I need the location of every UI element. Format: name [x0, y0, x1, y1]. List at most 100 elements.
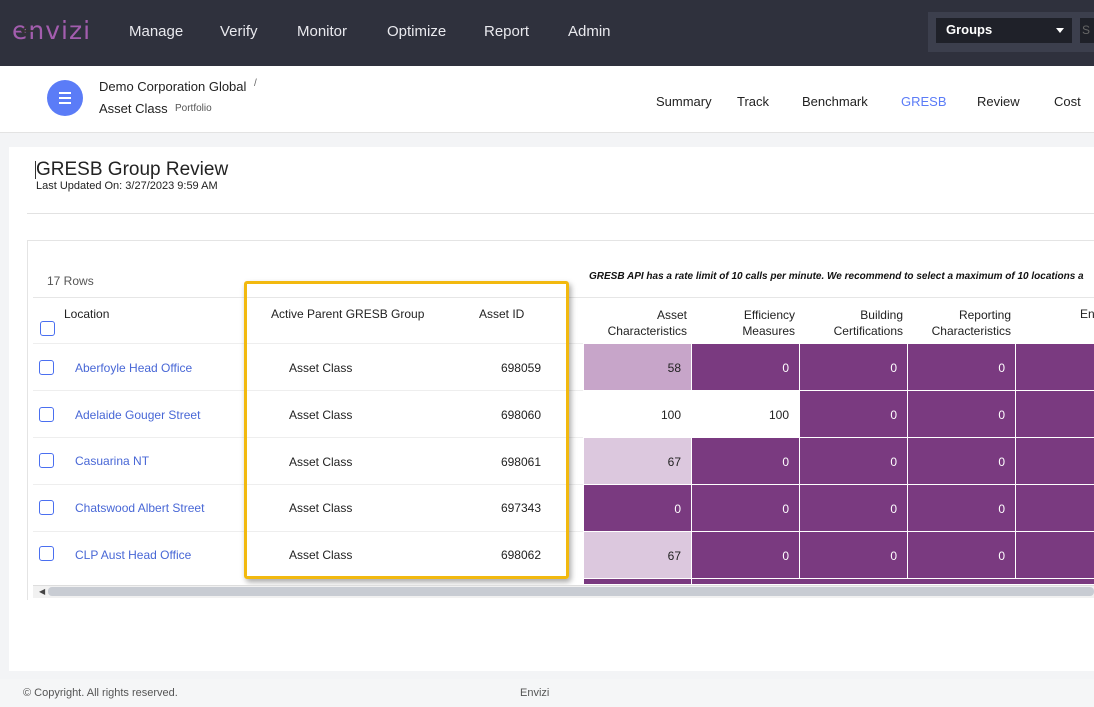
select-all-checkbox[interactable] — [40, 321, 55, 336]
footer-brand: Envizi — [520, 687, 550, 699]
building-certifications-cell: 0 — [800, 532, 907, 578]
tab-benchmark[interactable]: Benchmark — [802, 94, 868, 109]
partial-row-cell — [692, 579, 1094, 584]
scrollbar-thumb[interactable] — [48, 587, 1094, 596]
building-certifications-cell: 0 — [800, 344, 907, 390]
header-asset-id[interactable]: Asset ID — [479, 307, 525, 321]
nav-admin[interactable]: Admin — [568, 23, 611, 40]
efficiency-measures-cell: 100 — [692, 391, 799, 437]
back-arrow-icon[interactable] — [20, 23, 36, 44]
group-cell: Asset Class — [289, 455, 353, 469]
group-cell: Asset Class — [289, 501, 353, 515]
header-asset-characteristics-line2: Characteristics — [607, 324, 687, 338]
header-building-certifications-line2: Certifications — [833, 324, 903, 338]
header-reporting-characteristics-line1: Reporting — [958, 308, 1011, 322]
tab-cost[interactable]: Cost — [1054, 94, 1081, 109]
nav-report[interactable]: Report — [484, 23, 530, 40]
efficiency-measures-cell: 0 — [692, 485, 799, 531]
nav-manage[interactable]: Manage — [129, 23, 184, 40]
group-cell: Asset Class — [289, 408, 353, 422]
reporting-characteristics-cell: 0 — [908, 391, 1015, 437]
sub-header — [0, 66, 1094, 133]
breadcrumb-group[interactable]: Asset Class — [99, 101, 168, 116]
rows-count: 17 Rows — [47, 274, 94, 288]
header-active-parent-group[interactable]: Active Parent GRESB Group — [271, 307, 425, 321]
api-rate-limit-note: GRESB API has a rate limit of 10 calls p… — [589, 271, 1084, 282]
asset-characteristics-cell: 0 — [584, 485, 691, 531]
chevron-down-icon — [1056, 28, 1064, 33]
asset-id-cell: 698062 — [500, 548, 541, 562]
last-updated-text: Last Updated On: 3/27/2023 9:59 AM — [36, 180, 218, 192]
efficiency-measures-cell: 0 — [692, 344, 799, 390]
page-title: GRESB Group Review — [36, 159, 229, 180]
scroll-left-icon[interactable]: ◀ — [39, 587, 46, 596]
header-asset-characteristics-line1: Asset — [656, 308, 687, 322]
location-link[interactable]: Casuarina NT — [75, 454, 150, 468]
header-top-border — [33, 297, 1094, 298]
header-reporting-characteristics-line2: Characteristics — [931, 324, 1011, 338]
reporting-characteristics-cell: 0 — [908, 344, 1015, 390]
energy-cell — [1016, 391, 1094, 437]
row-divider — [33, 343, 583, 344]
header-efficiency-measures[interactable]: Efficiency Measures — [697, 307, 795, 339]
tab-track[interactable]: Track — [737, 94, 770, 109]
asset-id-cell: 698060 — [500, 408, 541, 422]
location-link[interactable]: Adelaide Gouger Street — [75, 408, 201, 422]
nav-optimize[interactable]: Optimize — [387, 23, 447, 40]
location-link[interactable]: Aberfoyle Head Office — [75, 361, 193, 375]
row-divider — [33, 531, 583, 532]
energy-cell — [1016, 532, 1094, 578]
asset-characteristics-cell: 58 — [584, 344, 691, 390]
asset-id-cell: 698059 — [500, 361, 541, 375]
building-certifications-cell: 0 — [800, 391, 907, 437]
row-checkbox[interactable] — [39, 453, 54, 468]
header-efficiency-measures-line2: Measures — [742, 324, 795, 338]
asset-characteristics-cell: 67 — [584, 532, 691, 578]
header-efficiency-measures-line1: Efficiency — [743, 308, 795, 322]
group-cell: Asset Class — [289, 361, 353, 375]
row-checkbox[interactable] — [39, 360, 54, 375]
building-certifications-cell: 0 — [800, 438, 907, 484]
breadcrumb-organization[interactable]: Demo Corporation Global — [99, 79, 247, 94]
location-link[interactable]: Chatswood Albert Street — [75, 501, 205, 515]
energy-cell — [1016, 485, 1094, 531]
row-divider — [33, 484, 583, 485]
row-divider — [33, 437, 583, 438]
reporting-characteristics-cell: 0 — [908, 438, 1015, 484]
tab-gresb[interactable]: GRESB — [901, 94, 947, 109]
copyright-text: © Copyright. All rights reserved. — [23, 687, 178, 699]
reporting-characteristics-cell: 0 — [908, 485, 1015, 531]
asset-characteristics-cell: 67 — [584, 438, 691, 484]
tab-review[interactable]: Review — [977, 94, 1020, 109]
nav-verify[interactable]: Verify — [220, 23, 258, 40]
header-energy-partial[interactable]: En — [1080, 307, 1094, 321]
breadcrumb-group-type: Portfolio — [175, 103, 212, 114]
header-location[interactable]: Location — [64, 307, 110, 321]
divider — [27, 213, 1094, 214]
nav-monitor[interactable]: Monitor — [297, 23, 348, 40]
header-building-certifications-line1: Building — [860, 308, 903, 322]
asset-id-cell: 698061 — [500, 455, 541, 469]
row-checkbox[interactable] — [39, 500, 54, 515]
text-cursor — [35, 161, 36, 179]
search-field-partial[interactable]: S — [1080, 18, 1094, 43]
row-divider — [33, 390, 583, 391]
row-checkbox[interactable] — [39, 407, 54, 422]
header-asset-characteristics[interactable]: Asset Characteristics — [589, 307, 687, 339]
menu-icon[interactable] — [47, 80, 83, 116]
efficiency-measures-cell: 0 — [692, 532, 799, 578]
energy-cell — [1016, 438, 1094, 484]
header-reporting-characteristics[interactable]: Reporting Characteristics — [913, 307, 1011, 339]
location-link[interactable]: CLP Aust Head Office — [75, 548, 192, 562]
row-checkbox[interactable] — [39, 546, 54, 561]
group-cell: Asset Class — [289, 548, 353, 562]
breadcrumb-separator: / — [254, 78, 257, 89]
efficiency-measures-cell: 0 — [692, 438, 799, 484]
footer — [0, 679, 1094, 707]
building-certifications-cell: 0 — [800, 485, 907, 531]
groups-dropdown[interactable]: Groups — [936, 18, 1072, 43]
header-building-certifications[interactable]: Building Certifications — [805, 307, 903, 339]
tab-summary[interactable]: Summary — [656, 94, 712, 109]
table-container — [27, 240, 1094, 600]
highlight-box — [244, 281, 569, 579]
